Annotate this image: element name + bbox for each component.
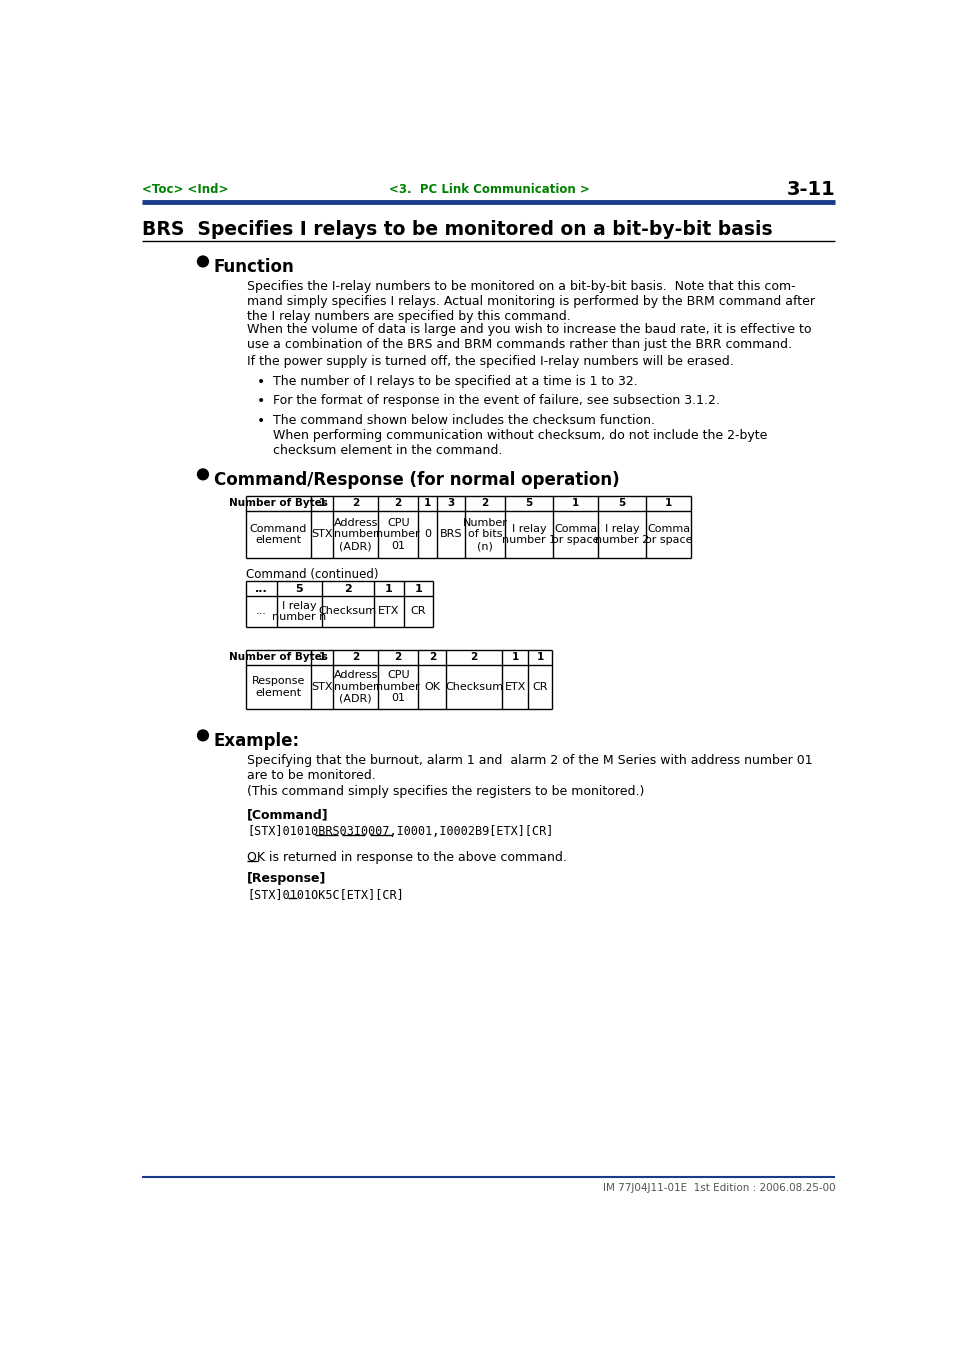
Text: Comma
or space: Comma or space xyxy=(644,524,692,546)
Text: Response
element: Response element xyxy=(252,676,305,697)
Text: Specifying that the burnout, alarm 1 and  alarm 2 of the M Series with address n: Specifying that the burnout, alarm 1 and… xyxy=(247,754,812,782)
Text: The number of I relays to be specified at a time is 1 to 32.: The number of I relays to be specified a… xyxy=(273,374,637,388)
Text: 0: 0 xyxy=(424,530,431,539)
Text: OK is returned in response to the above command.: OK is returned in response to the above … xyxy=(247,851,566,863)
Text: CR: CR xyxy=(532,682,547,692)
Text: [STX]01010BRS03I0007,I0001,I0002B9[ETX][CR]: [STX]01010BRS03I0007,I0001,I0002B9[ETX][… xyxy=(247,824,553,838)
Text: Function: Function xyxy=(213,258,294,277)
Text: The command shown below includes the checksum function.
When performing communic: The command shown below includes the che… xyxy=(273,413,766,457)
Text: I relay
number n: I relay number n xyxy=(272,601,326,623)
Text: 2: 2 xyxy=(344,584,352,593)
Text: 2: 2 xyxy=(481,499,488,508)
Text: [STX]0101OK5C[ETX][CR]: [STX]0101OK5C[ETX][CR] xyxy=(247,888,403,901)
Text: 1: 1 xyxy=(536,653,543,662)
Text: •: • xyxy=(257,394,265,408)
Circle shape xyxy=(197,730,208,740)
Text: 1: 1 xyxy=(664,499,672,508)
Text: STX: STX xyxy=(312,530,333,539)
Text: Specifies the I-relay numbers to be monitored on a bit-by-bit basis.  Note that : Specifies the I-relay numbers to be moni… xyxy=(247,280,814,323)
Text: CPU
number
01: CPU number 01 xyxy=(376,670,419,704)
Text: I relay
number 2: I relay number 2 xyxy=(595,524,649,546)
Text: 3-11: 3-11 xyxy=(786,180,835,199)
Text: IM 77J04J11-01E  1st Edition : 2006.08.25-00: IM 77J04J11-01E 1st Edition : 2006.08.25… xyxy=(602,1183,835,1193)
Text: STX: STX xyxy=(312,682,333,692)
Text: •: • xyxy=(257,374,265,389)
Text: Command/Response (for normal operation): Command/Response (for normal operation) xyxy=(213,471,618,489)
Text: 1: 1 xyxy=(424,499,431,508)
Text: 2: 2 xyxy=(395,499,401,508)
Text: [Command]: [Command] xyxy=(247,808,329,821)
Text: 2: 2 xyxy=(352,499,359,508)
Text: ...: ... xyxy=(255,607,266,616)
Text: When the volume of data is large and you wish to increase the baud rate, it is e: When the volume of data is large and you… xyxy=(247,323,811,351)
Text: <Toc> <Ind>: <Toc> <Ind> xyxy=(142,182,229,196)
Text: 2: 2 xyxy=(470,653,477,662)
Text: [Response]: [Response] xyxy=(247,871,326,885)
Text: Command
element: Command element xyxy=(250,524,307,546)
Text: 1: 1 xyxy=(572,499,578,508)
Text: Number of Bytes: Number of Bytes xyxy=(229,653,328,662)
Text: Number
of bits
(n): Number of bits (n) xyxy=(462,517,507,551)
Text: 5: 5 xyxy=(294,584,302,593)
Text: If the power supply is turned off, the specified I-relay numbers will be erased.: If the power supply is turned off, the s… xyxy=(247,355,733,367)
Text: For the format of response in the event of failure, see subsection 3.1.2.: For the format of response in the event … xyxy=(273,394,719,407)
Text: <3.  PC Link Communication >: <3. PC Link Communication > xyxy=(388,182,589,196)
Text: ETX: ETX xyxy=(504,682,525,692)
Text: ETX: ETX xyxy=(378,607,399,616)
Text: Checksum: Checksum xyxy=(318,607,376,616)
Text: 1: 1 xyxy=(385,584,393,593)
Text: 2: 2 xyxy=(428,653,436,662)
Circle shape xyxy=(197,257,208,267)
Text: Address
number
(ADR): Address number (ADR) xyxy=(334,517,377,551)
Text: CPU
number
01: CPU number 01 xyxy=(376,517,419,551)
Text: OK: OK xyxy=(424,682,440,692)
Text: Comma
or space: Comma or space xyxy=(552,524,598,546)
Text: 1: 1 xyxy=(415,584,422,593)
Text: Number of Bytes: Number of Bytes xyxy=(229,499,328,508)
Text: 1: 1 xyxy=(318,499,326,508)
Text: BRS  Specifies I relays to be monitored on a bit-by-bit basis: BRS Specifies I relays to be monitored o… xyxy=(142,220,772,239)
Text: CR: CR xyxy=(410,607,426,616)
Text: •: • xyxy=(257,413,265,428)
Circle shape xyxy=(197,469,208,480)
Text: (This command simply specifies the registers to be monitored.): (This command simply specifies the regis… xyxy=(247,785,644,798)
Text: 3: 3 xyxy=(447,499,454,508)
Text: Checksum: Checksum xyxy=(445,682,503,692)
Text: ...: ... xyxy=(254,584,267,593)
Text: I relay
number 1: I relay number 1 xyxy=(501,524,556,546)
Text: 1: 1 xyxy=(318,653,326,662)
Text: 5: 5 xyxy=(525,499,533,508)
Text: Command (continued): Command (continued) xyxy=(245,567,377,581)
Text: Example:: Example: xyxy=(213,732,299,750)
Text: 5: 5 xyxy=(618,499,625,508)
Text: 2: 2 xyxy=(352,653,359,662)
Text: 1: 1 xyxy=(511,653,518,662)
Text: Address
number
(ADR): Address number (ADR) xyxy=(334,670,377,704)
Text: 2: 2 xyxy=(395,653,401,662)
Text: BRS: BRS xyxy=(439,530,461,539)
